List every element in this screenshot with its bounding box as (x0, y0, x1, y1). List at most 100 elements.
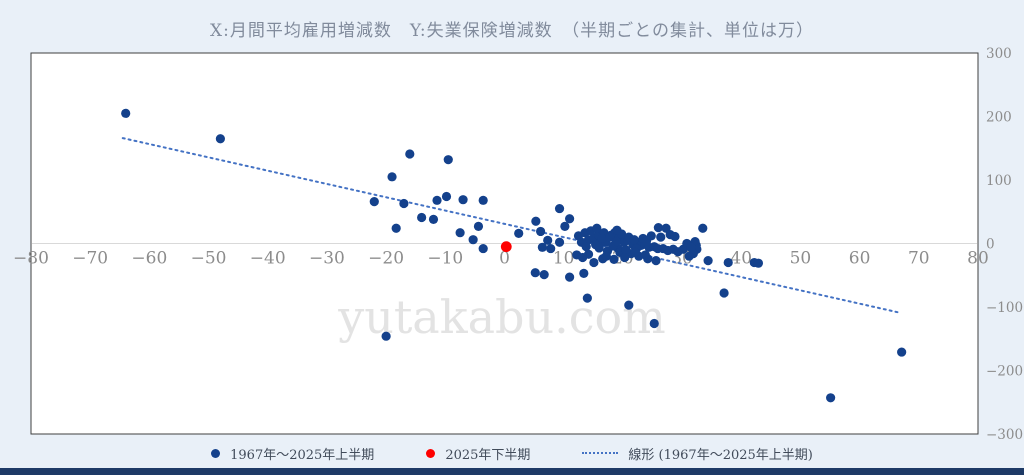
legend-label-trendline: 線形 (1967年～2025年上半期) (628, 447, 813, 463)
scatter-point (458, 195, 468, 205)
scatter-point (698, 223, 708, 233)
scatter-point (612, 225, 622, 235)
scatter-point (630, 247, 640, 257)
scatter-point (543, 235, 553, 245)
y-tick-label: 0 (986, 237, 995, 253)
scatter-point (723, 257, 733, 268)
scatter-point (601, 251, 611, 261)
scatter-point (514, 228, 524, 238)
chart-legend: 1967年～2025年上半期 2025年下半期 線形 (1967年～2025年上… (0, 444, 1024, 463)
scatter-point (719, 288, 729, 298)
legend-marker-blue-dot-icon (211, 448, 221, 458)
scatter-point (468, 235, 478, 245)
scatter-point (597, 233, 607, 244)
trendline-dotted (121, 137, 901, 314)
scatter-point-highlight-series (500, 241, 512, 253)
scatter-point (646, 231, 656, 241)
legend-marker-red-dot-icon (426, 448, 436, 458)
scatter-point (381, 331, 391, 341)
x-tick-label: 10 (553, 249, 575, 269)
watermark: yutakabu.com (337, 290, 666, 344)
scatter-point (530, 268, 540, 278)
scatter-point (605, 232, 615, 242)
scatter-point (897, 347, 907, 357)
scatter-point (578, 252, 588, 263)
x-tick-label: −30 (309, 249, 345, 269)
scatter-point (624, 300, 634, 310)
scatter-point (473, 221, 484, 231)
scatter-point (443, 155, 453, 165)
scatter-point (478, 195, 488, 205)
legend-item-highlight-series: 2025年下半期 (426, 444, 530, 463)
scatter-point (537, 242, 547, 252)
legend-marker-dotted-line-icon (582, 452, 619, 454)
legend-item-main-series: 1967年～2025年上半期 (211, 444, 374, 463)
scatter-point (703, 256, 713, 266)
y-axis-tick-labels: 300 200 100 0 −100 −200 −300 (986, 46, 1023, 443)
scatter-point (432, 195, 442, 205)
scatter-point (554, 203, 565, 214)
x-tick-label: 40 (730, 249, 752, 269)
bottom-bar (0, 468, 1024, 475)
x-tick-label: −10 (427, 249, 463, 269)
scatter-point (629, 235, 639, 245)
scatter-point (611, 236, 621, 247)
scatter-point (826, 393, 836, 403)
legend-item-trendline: 線形 (1967年～2025年上半期) (582, 444, 813, 463)
x-tick-label: 70 (908, 249, 930, 269)
scatter-point (387, 172, 397, 182)
scatter-point (609, 254, 619, 264)
scatter-point (539, 270, 549, 280)
x-tick-label: −50 (191, 249, 227, 269)
scatter-point (581, 242, 591, 252)
scatter-point-highlight (500, 241, 512, 253)
scatter-point (753, 258, 764, 268)
scatter-point (684, 251, 694, 261)
x-tick-label: 0 (499, 249, 510, 269)
scatter-point (651, 256, 661, 266)
scatter-point (405, 149, 415, 159)
scatter-point (589, 257, 599, 268)
scatter-point (649, 318, 659, 329)
x-tick-label: −70 (72, 249, 108, 269)
y-tick-label: 300 (986, 46, 1012, 62)
legend-label-main-series: 1967年～2025年上半期 (230, 447, 375, 463)
scatter-point (640, 250, 650, 260)
scatter-point (565, 214, 575, 224)
scatter-point (554, 237, 565, 247)
y-tick-label: −300 (986, 427, 1023, 443)
y-tick-label: −100 (986, 300, 1023, 316)
x-tick-label: −40 (250, 249, 286, 269)
scatter-point (417, 212, 427, 223)
x-tick-label: 60 (849, 249, 871, 269)
scatter-point (399, 198, 409, 209)
scatter-point (592, 223, 602, 233)
scatter-point (594, 243, 604, 253)
chart-title: X:月間平均雇用増減数 Y:失業保険増減数 （半期ごとの集計、単位は万） (209, 21, 814, 41)
scatter-points-main-series (121, 108, 907, 403)
x-tick-label: −20 (368, 249, 404, 269)
scatter-point (686, 242, 696, 252)
scatter-point (121, 108, 131, 118)
scatter-point (369, 196, 379, 207)
x-axis-tick-labels: −80−70−60−50−40−30−20−100102030405060708… (13, 249, 989, 269)
x-tick-label: 80 (967, 249, 989, 269)
scatter-point (621, 245, 631, 255)
scatter-point (441, 191, 452, 202)
legend-label-highlight-series: 2025年下半期 (445, 447, 531, 463)
x-tick-label: 50 (790, 249, 812, 269)
y-tick-label: −200 (986, 364, 1023, 380)
scatter-point (560, 221, 570, 231)
scatter-point (455, 228, 465, 238)
scatter-point (391, 223, 401, 233)
scatter-point (478, 243, 488, 254)
trendline (121, 137, 901, 314)
scatter-point (620, 252, 630, 263)
scatter-point (579, 268, 589, 278)
scatter-point (565, 272, 575, 282)
y-tick-label: 200 (986, 110, 1012, 126)
x-tick-label: −80 (13, 249, 49, 269)
scatter-point (428, 214, 439, 224)
scatter-point (582, 293, 592, 303)
